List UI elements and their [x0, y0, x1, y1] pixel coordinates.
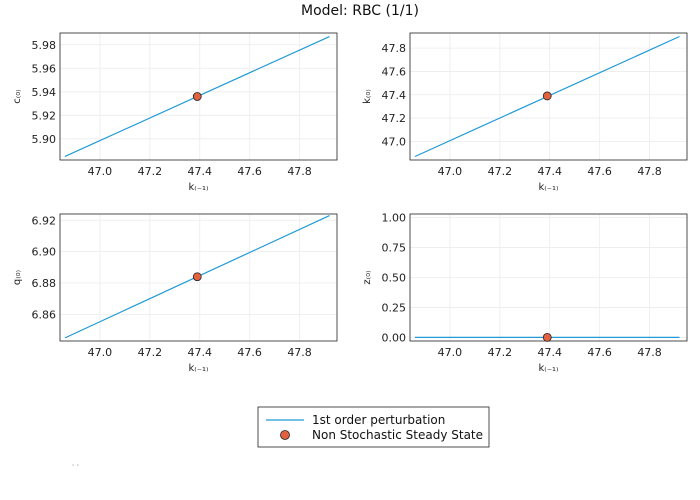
x-tick-label: 47.8 [637, 165, 662, 178]
x-tick-label: 47.8 [637, 346, 662, 359]
x-axis-label: k₍₋₁₎ [539, 182, 559, 193]
x-tick-label: 47.0 [438, 165, 463, 178]
y-tick-label: 1.00 [382, 212, 407, 225]
subplot-4: 47.0 47.2 47.4 47.6 47.8 0.00 0.25 0.50 0.75 1.00… [362, 212, 688, 374]
steady-state-point [542, 91, 552, 101]
legend: 1st order perturbation Non Stochastic St… [257, 406, 490, 448]
y-tick-label: 6.86 [32, 308, 57, 321]
x-tick-label: 47.6 [587, 165, 612, 178]
x-axis-label: k₍₋₁₎ [539, 363, 559, 374]
x-tick-label: 47.8 [287, 165, 312, 178]
y-tick-label: 5.96 [32, 62, 57, 75]
y-tick-label: 6.90 [32, 246, 57, 259]
y-tick-label: 47.6 [382, 65, 407, 78]
x-axis-label: k₍₋₁₎ [189, 363, 209, 374]
y-tick-label: 5.90 [32, 133, 57, 146]
steady-state-point [192, 272, 202, 282]
plot-frame [409, 32, 688, 161]
x-tick-label: 47.0 [88, 165, 113, 178]
subplot-grid: 47.0 47.2 47.4 47.6 47.8 5.90 5.92 5.94 5.96 5.98… [12, 32, 688, 374]
steady-state-point [192, 92, 202, 101]
plot-frame [59, 32, 338, 161]
x-tick-label: 47.2 [138, 346, 163, 359]
x-tick-label: 47.8 [287, 346, 312, 359]
x-tick-label: 47.6 [587, 346, 612, 359]
x-tick-label: 47.0 [438, 346, 463, 359]
y-tick-label: 0.75 [382, 242, 407, 255]
x-tick-label: 47.4 [187, 165, 212, 178]
x-tick-label: 47.4 [537, 346, 562, 359]
x-tick-label: 47.2 [138, 165, 163, 178]
subplot-1: 47.0 47.2 47.4 47.6 47.8 5.90 5.92 5.94 5.96 5.98… [12, 32, 338, 193]
y-tick-label: 47.2 [382, 112, 407, 125]
legend-entry-steady-state: Non Stochastic Steady State [312, 428, 483, 442]
y-tick-label: 47.4 [382, 89, 407, 102]
x-tick-label: 47.0 [88, 346, 113, 359]
x-tick-label: 47.4 [537, 165, 562, 178]
figure-title: Model: RBC (1/1) [301, 3, 419, 19]
y-tick-label: 5.98 [32, 39, 57, 52]
x-tick-label: 47.6 [237, 165, 262, 178]
x-tick-label: 47.4 [187, 346, 212, 359]
legend-box [257, 406, 490, 448]
y-tick-label: 6.92 [32, 214, 57, 227]
x-axis-label: k₍₋₁₎ [189, 182, 209, 193]
y-axis-label: q₍₀₎ [12, 270, 23, 285]
legend-point-swatch [280, 430, 290, 440]
x-tick-label: 47.2 [488, 165, 513, 178]
y-tick-label: 47.8 [382, 42, 407, 55]
steady-state-point [542, 333, 552, 342]
x-tick-label: 47.6 [237, 346, 262, 359]
y-tick-label: 6.88 [32, 277, 57, 290]
y-axis-label: k₍₀₎ [362, 89, 373, 104]
y-tick-label: 0.50 [382, 272, 407, 285]
y-tick-label: 0.25 [382, 301, 407, 314]
subplot-2: 47.0 47.2 47.4 47.6 47.8 47.0 47.2 47.4 47.6 47.8… [362, 32, 688, 193]
footnote-mark: ' ' [72, 463, 79, 472]
y-axis-label: c₍₀₎ [12, 89, 23, 103]
y-axis-label: z₍₀₎ [362, 270, 373, 284]
y-tick-label: 0.00 [382, 331, 407, 344]
subplot-3: 47.0 47.2 47.4 47.6 47.8 6.86 6.88 6.90 6.92 k₍₋₁… [12, 213, 338, 374]
y-tick-label: 5.94 [32, 86, 57, 99]
plot-frame [59, 213, 338, 342]
legend-entry-perturbation: 1st order perturbation [312, 413, 445, 427]
y-tick-label: 5.92 [32, 109, 57, 122]
y-tick-label: 47.0 [382, 135, 407, 148]
x-tick-label: 47.2 [488, 346, 513, 359]
